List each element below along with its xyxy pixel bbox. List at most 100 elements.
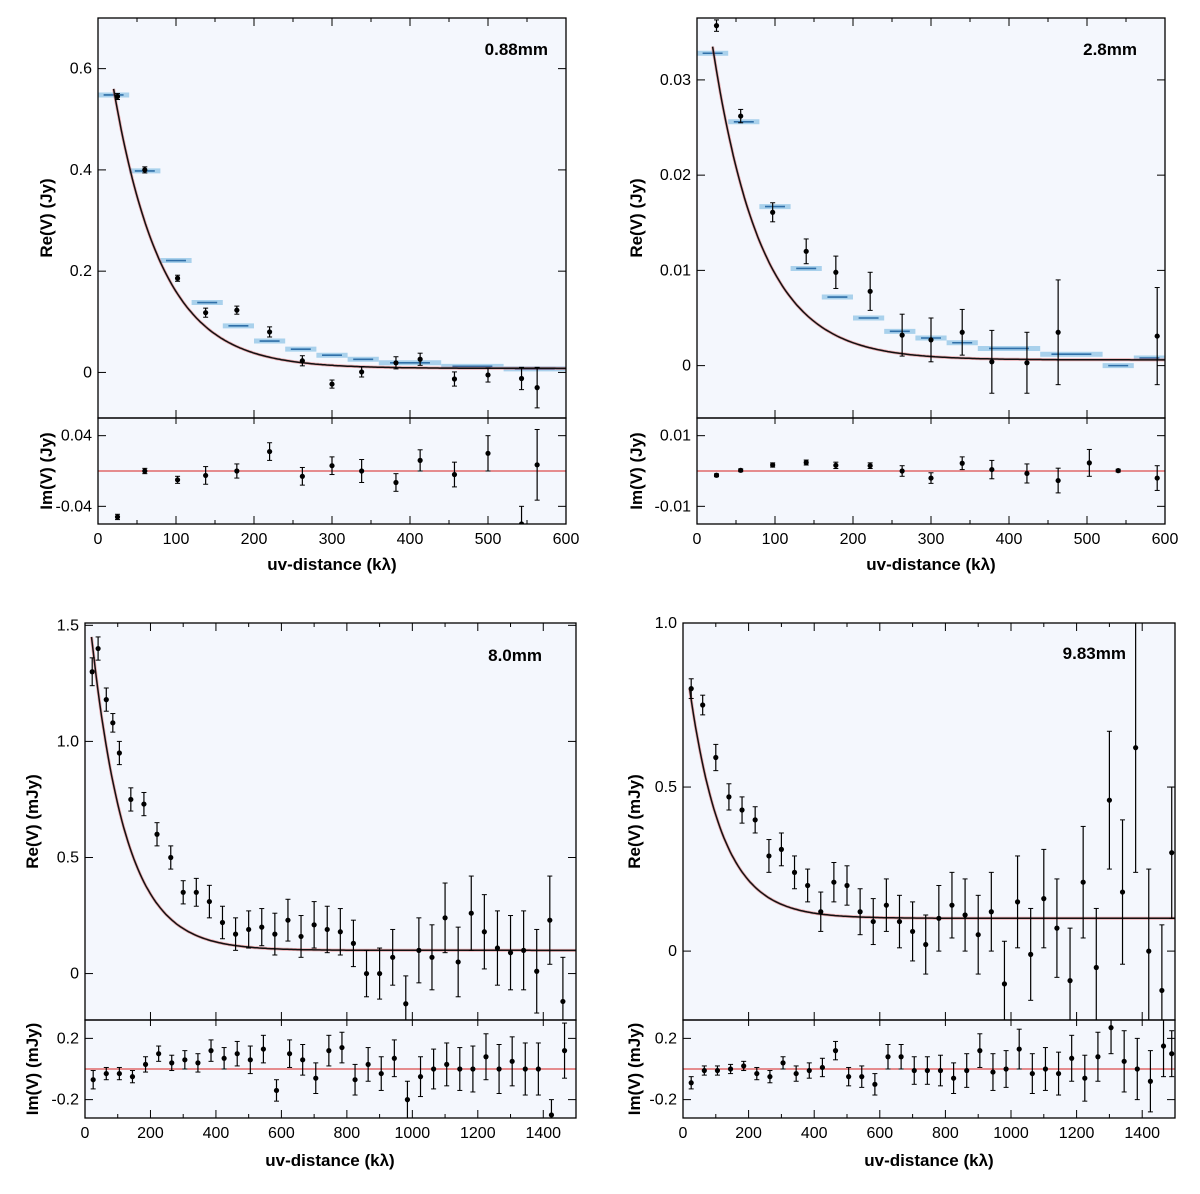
im-data-point	[299, 466, 305, 486]
im-data-point	[182, 1050, 188, 1070]
im-data-point	[885, 1044, 891, 1070]
data-point	[203, 472, 209, 479]
data-point	[535, 1066, 541, 1072]
re-data-point	[403, 975, 409, 1020]
im-data-point	[738, 467, 744, 473]
re-plot-area	[98, 18, 566, 418]
im-data-point	[548, 1099, 555, 1118]
re-data-point	[416, 917, 422, 984]
im-data-point	[911, 1056, 917, 1085]
data-point	[924, 1067, 930, 1074]
im-data-point	[286, 1039, 293, 1068]
re-data-point	[534, 928, 540, 1014]
data-point	[259, 924, 265, 930]
re-y-axis-label: Re(V) (mJy)	[625, 774, 644, 868]
im-data-point	[365, 1047, 371, 1082]
data-point	[142, 167, 148, 173]
x-tick-label: 200	[137, 1125, 164, 1142]
re-data-point	[390, 928, 396, 986]
re-data-point	[442, 882, 448, 954]
data-point	[359, 369, 365, 375]
re-data-point	[1093, 907, 1099, 1020]
data-point	[928, 337, 934, 343]
model-curve	[688, 688, 1175, 920]
data-point	[688, 1080, 694, 1086]
re-plot-area	[85, 623, 576, 1020]
x-tick-label: 1000	[993, 1125, 1029, 1142]
re-data-layer	[89, 636, 576, 1020]
im-data-point	[990, 1053, 996, 1091]
data-point	[713, 754, 719, 761]
re-data-point	[534, 366, 540, 409]
re-y-tick-label: 0.4	[70, 162, 92, 179]
re-data-point	[803, 238, 809, 265]
data-point	[232, 931, 239, 937]
data-point	[819, 1064, 826, 1071]
data-point	[95, 645, 101, 652]
data-point	[988, 909, 994, 915]
data-point	[431, 1066, 437, 1072]
re-data-point	[1014, 855, 1021, 949]
data-point	[923, 941, 929, 948]
data-point	[977, 1048, 983, 1054]
data-point	[247, 1057, 253, 1063]
data-point	[521, 947, 527, 953]
im-data-point	[780, 1056, 786, 1070]
wavelength-label: 2.8mm	[1083, 40, 1137, 59]
data-point	[442, 915, 448, 921]
im-data-point	[208, 1039, 214, 1062]
x-tick-label: 200	[241, 531, 268, 548]
im-data-point	[1055, 467, 1061, 494]
x-tick-label: 300	[918, 531, 945, 548]
x-tick-label: 400	[801, 1125, 828, 1142]
data-point	[1133, 745, 1139, 751]
im-data-layer	[85, 1022, 576, 1118]
re-data-point	[1146, 868, 1152, 1020]
data-point	[766, 853, 772, 859]
data-point	[989, 359, 995, 365]
im-data-point	[1154, 465, 1160, 491]
data-point	[872, 1081, 878, 1087]
re-data-point	[267, 326, 273, 338]
data-point	[154, 831, 160, 837]
data-point	[805, 882, 811, 889]
re-data-point	[1001, 940, 1008, 1020]
chart-panel-4: 0 200 400 600 800 1000 1200 1400 0 0.5 1.0 -0.2 0.2 u…	[625, 615, 1176, 1170]
im-data-point	[806, 1062, 812, 1079]
data-point	[267, 448, 273, 455]
data-point	[182, 1057, 188, 1063]
chart-panel-1: 0 100 200 300 400 500 600 0 0.2 0.4 0.6 -0.04 0.04 uv…	[37, 17, 580, 574]
x-tick-label: 300	[319, 531, 346, 548]
re-data-point	[1106, 730, 1112, 870]
re-data-layer	[697, 19, 1165, 394]
data-point	[899, 332, 905, 338]
x-tick-label: 400	[203, 1125, 230, 1142]
data-point	[518, 375, 525, 382]
im-data-point	[964, 1053, 970, 1088]
x-tick-label: 200	[840, 531, 867, 548]
re-data-point	[844, 865, 850, 906]
im-data-point	[496, 1044, 502, 1094]
data-point	[964, 1067, 970, 1074]
data-point	[770, 209, 776, 215]
data-point	[1108, 1025, 1114, 1031]
data-point	[547, 917, 553, 923]
re-data-layer	[98, 88, 566, 409]
re-data-point	[103, 687, 109, 712]
re-data-point	[1080, 825, 1086, 939]
im-data-point	[959, 456, 965, 471]
data-point	[429, 954, 435, 960]
x-tick-label: 600	[553, 531, 580, 548]
im-data-point	[1082, 1054, 1088, 1102]
im-y-tick-label: -0.01	[655, 498, 692, 515]
data-point	[870, 918, 876, 925]
re-data-point	[770, 202, 776, 223]
im-data-point	[260, 1034, 266, 1064]
re-y-axis-label: Re(V) (mJy)	[23, 774, 42, 868]
data-point	[286, 1051, 293, 1057]
data-point	[959, 460, 965, 466]
im-data-point	[142, 467, 148, 475]
im-data-point	[937, 1054, 944, 1087]
re-data-point	[988, 871, 994, 952]
data-point	[417, 356, 423, 362]
